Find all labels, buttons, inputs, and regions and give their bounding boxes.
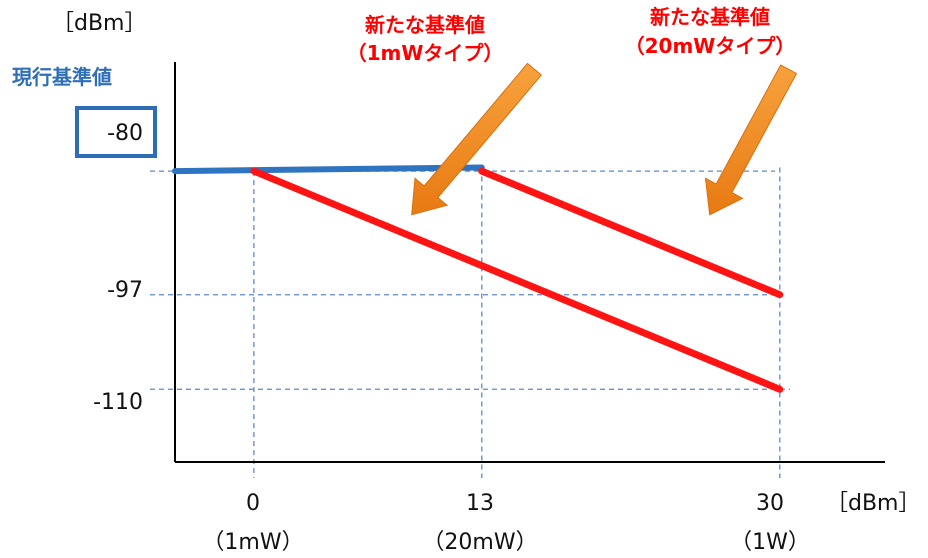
- x-tick-sublabel: （1W）: [730, 530, 810, 555]
- x-axis-unit: ［dBm］: [826, 491, 921, 516]
- y-axis-unit: ［dBm］: [52, 11, 147, 36]
- series: [172, 164, 784, 393]
- x-tick-sublabel: （1mW）: [202, 530, 303, 555]
- annotation-arrows: [411, 62, 798, 216]
- x-tick-label: 0: [246, 491, 260, 516]
- current-standard-box: [75, 106, 157, 158]
- x-tick-sublabel: （20mW）: [422, 530, 537, 555]
- label-20mw-line2: （20mWタイプ）: [625, 34, 796, 58]
- y-tick-label: -80: [107, 121, 143, 146]
- series-line-current: [172, 164, 485, 175]
- x-tick-label: 30: [756, 491, 784, 516]
- x-tick-label: 13: [466, 491, 494, 516]
- label-20mw-line1: 新たな基準値: [650, 5, 770, 29]
- annotation-arrow: [704, 64, 798, 216]
- label-1mw-line1: 新たな基準値: [365, 13, 485, 37]
- y-tick-label: -97: [107, 278, 143, 303]
- axes: [174, 62, 885, 463]
- y-tick-label: -110: [93, 390, 143, 415]
- series-line-new: [478, 167, 784, 299]
- grid-lines: [150, 167, 790, 478]
- label-1mw-line2: （1mWタイプ）: [347, 41, 504, 65]
- series-line-new: [250, 167, 784, 393]
- annotation-arrow: [411, 62, 543, 216]
- label-current-standard: 現行基準値: [12, 65, 112, 89]
